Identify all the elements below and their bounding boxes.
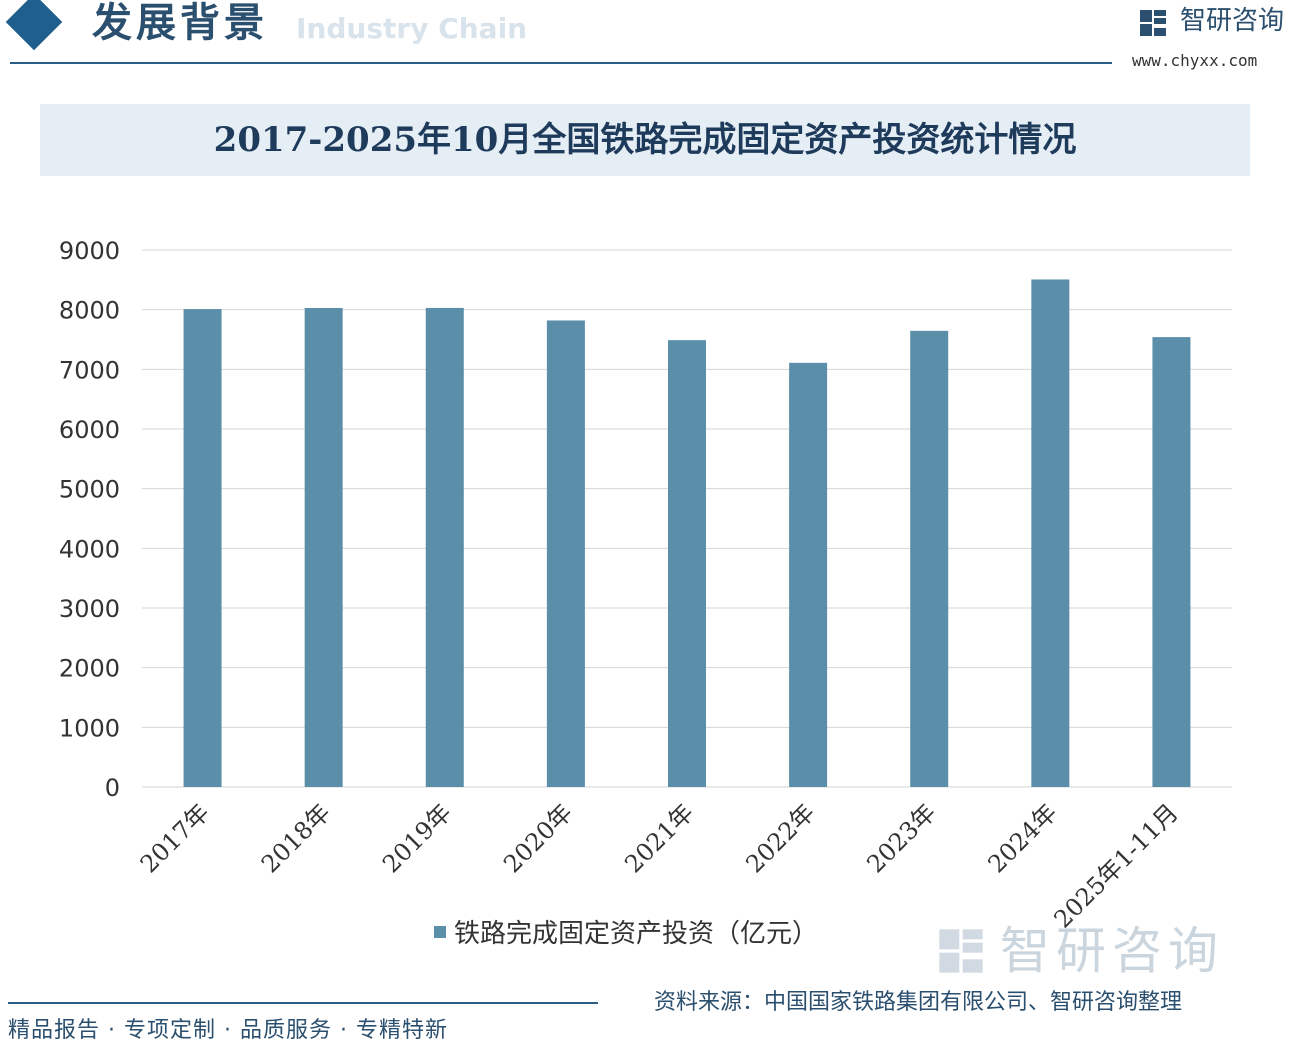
y-tick-label: 3000 xyxy=(59,595,120,623)
y-tick-label: 2000 xyxy=(59,655,120,683)
y-tick-label: 9000 xyxy=(59,237,120,265)
watermark-logo-icon xyxy=(939,929,983,973)
x-tick-label: 2025年1-11月 xyxy=(1049,798,1184,933)
y-tick-label: 8000 xyxy=(59,297,120,325)
y-tick-label: 4000 xyxy=(59,535,120,563)
bar xyxy=(1031,279,1070,787)
bar xyxy=(183,309,222,787)
chart-title: 2017-2025年10月全国铁路完成固定资产投资统计情况 xyxy=(213,120,1077,160)
x-tick-label: 2023年 xyxy=(862,798,942,878)
footer-slogan: 精品报告 · 专项定制 · 品质服务 · 专精特新 xyxy=(8,1018,448,1043)
bar xyxy=(789,362,828,787)
bar xyxy=(1152,337,1191,787)
chart-title-band xyxy=(40,104,1250,176)
x-tick-label: 2017年 xyxy=(135,798,215,878)
footer-divider xyxy=(8,1002,598,1004)
bar xyxy=(304,307,343,787)
x-tick-label: 2020年 xyxy=(498,798,578,878)
y-tick-label: 1000 xyxy=(59,714,120,742)
x-tick-label: 2024年 xyxy=(983,798,1063,878)
x-tick-label: 2019年 xyxy=(377,798,457,878)
x-tick-label: 2021年 xyxy=(619,798,699,878)
legend-swatch xyxy=(434,926,446,938)
brand-url: www.chyxx.com xyxy=(1132,51,1258,70)
x-tick-label: 2022年 xyxy=(740,798,820,878)
section-subtitle: Industry Chain xyxy=(296,12,528,45)
y-tick-label: 0 xyxy=(105,774,120,802)
y-tick-label: 6000 xyxy=(59,416,120,444)
data-source: 资料来源：中国国家铁路集团有限公司、智研咨询整理 xyxy=(654,990,1183,1015)
bar xyxy=(546,320,585,787)
brand-name: 智研咨询 xyxy=(1180,6,1285,36)
bar xyxy=(910,330,949,787)
watermark-text: 智研咨询 xyxy=(1000,922,1224,980)
brand-logo-icon xyxy=(1140,10,1166,36)
x-tick-label: 2018年 xyxy=(256,798,336,878)
bar xyxy=(668,340,706,787)
legend-label: 铁路完成固定资产投资（亿元） xyxy=(454,919,818,949)
bar xyxy=(425,307,464,787)
y-tick-label: 5000 xyxy=(59,476,120,504)
section-title: 发展背景 xyxy=(92,0,268,46)
header-divider xyxy=(10,62,1112,64)
y-tick-label: 7000 xyxy=(59,356,120,384)
